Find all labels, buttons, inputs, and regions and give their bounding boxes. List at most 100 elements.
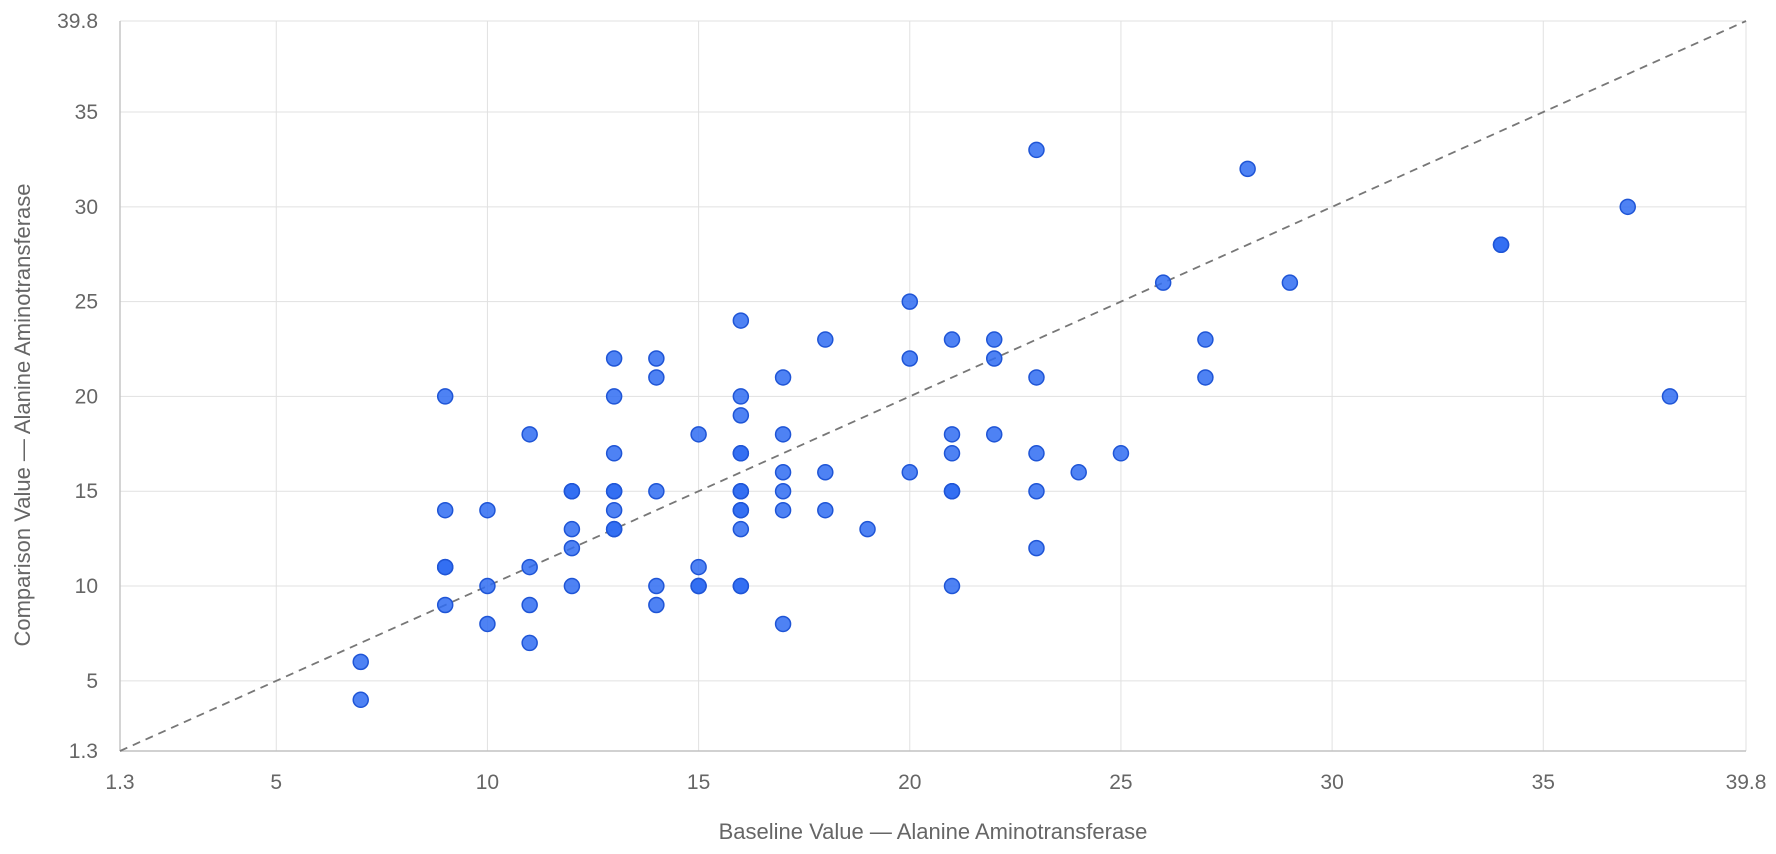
x-tick-label: 5 [270,771,282,794]
data-point [436,501,454,519]
data-point [690,577,707,595]
data-point [563,539,581,557]
data-point [690,426,707,443]
data-point [648,482,665,500]
x-axis-title: Baseline Value — Alanine Aminotransferas… [719,819,1148,844]
x-tick-label: 15 [687,771,710,794]
data-point [605,520,623,538]
y-tick-label: 5 [86,670,98,693]
data-point [648,369,665,386]
data-point [774,426,792,443]
data-point [563,577,581,595]
data-point [732,445,750,462]
data-point [943,445,961,462]
data-point [1028,445,1045,462]
data-point [732,501,750,519]
data-point [817,501,834,519]
y-tick-label: 30 [75,196,98,219]
data-point [774,369,792,386]
data-point [901,293,919,310]
data-point [1197,331,1214,348]
data-point [1070,464,1087,481]
data-point [1492,236,1510,253]
y-tick-label: 39.8 [57,10,98,33]
y-tick-label: 15 [75,480,98,503]
data-points [352,141,1679,709]
data-point [479,501,496,519]
data-point [985,350,1003,367]
diagonal-dashed-line [119,20,1747,752]
x-tick-label: 39.8 [1726,771,1767,794]
data-point [1197,369,1214,386]
data-point [1661,388,1679,405]
identity-reference-line [119,20,1747,752]
data-point [901,464,919,481]
y-tick-label: 35 [75,101,98,124]
data-point [1028,369,1045,386]
axes [119,21,1746,752]
data-point [985,426,1003,443]
data-point [521,558,538,576]
x-tick-label: 1.3 [105,771,134,794]
data-point [1281,274,1299,291]
data-point [648,577,665,595]
data-point [732,577,750,595]
data-point [1619,198,1636,216]
data-point [1112,445,1130,462]
data-point [732,407,750,424]
data-point [605,388,623,405]
data-point [605,482,623,500]
data-point [1028,539,1045,557]
data-point [774,501,792,519]
data-point [352,653,369,671]
x-tick-label: 30 [1320,771,1343,794]
data-point [605,501,623,519]
y-tick-label: 20 [75,385,98,408]
data-point [479,615,496,633]
data-point [859,520,876,538]
data-point [774,464,792,481]
data-point [1154,274,1172,291]
data-point [985,331,1003,348]
data-point [563,482,581,500]
data-point [521,426,538,443]
data-point [605,350,623,367]
x-tick-label: 20 [898,771,921,794]
data-point [436,388,454,405]
x-tick-label: 10 [476,771,499,794]
data-point [352,691,369,709]
data-point [943,331,961,348]
data-point [732,520,750,538]
data-point [732,482,750,500]
data-point [521,634,538,652]
data-point [774,482,792,500]
data-point [732,312,750,329]
data-point [479,577,496,595]
data-point [901,350,919,367]
y-tick-labels: 1.3 5 10 15 20 25 30 35 39.8 [57,10,98,763]
grid-lines [119,20,1747,752]
data-point [943,426,961,443]
data-point [648,350,665,367]
data-point [1028,141,1045,159]
data-point [563,520,581,538]
data-point [817,464,834,481]
data-point [436,596,454,614]
x-tick-label: 25 [1109,771,1132,794]
data-point [1028,482,1045,500]
x-tick-label: 35 [1532,771,1555,794]
data-point [436,558,454,576]
y-tick-label: 10 [75,575,98,598]
y-tick-label: 1.3 [69,740,98,763]
data-point [774,615,792,633]
y-tick-label: 25 [75,291,98,314]
data-point [943,577,961,595]
data-point [605,445,623,462]
data-point [732,388,750,405]
data-point [817,331,834,348]
x-tick-labels: 1.3 5 10 15 20 25 30 35 39.8 [105,771,1766,794]
data-point [648,596,665,614]
data-point [521,596,538,614]
data-point [690,558,707,576]
